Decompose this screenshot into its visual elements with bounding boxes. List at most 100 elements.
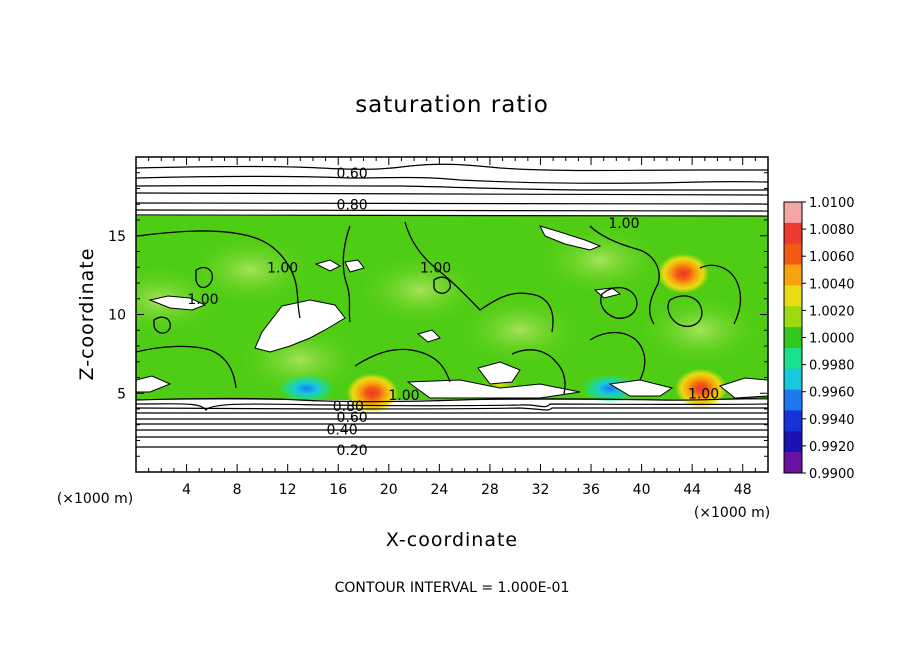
- contour-line: [404, 221, 554, 333]
- contour-line: [136, 397, 768, 403]
- cool-spot: [278, 374, 335, 403]
- contour-line: [342, 225, 351, 323]
- contour-line: [195, 266, 213, 289]
- y-tick-label: 5: [117, 386, 126, 402]
- upper-contours: [136, 163, 768, 217]
- contour-line: [433, 276, 451, 294]
- contour-line: [136, 163, 768, 172]
- colorbar-segment: [784, 389, 802, 411]
- contour-label: 0.80: [333, 399, 364, 415]
- field-variation: [460, 296, 580, 364]
- contour-line: [136, 192, 768, 196]
- colorbar-tick-label: 1.0000: [809, 332, 855, 347]
- x-tick-label: 20: [380, 482, 398, 498]
- y-tick-label: 10: [108, 308, 126, 324]
- colorbar-segment: [784, 327, 802, 349]
- masked-patch: [718, 377, 768, 399]
- contour-label: 0.80: [337, 197, 368, 213]
- x-tick-label: 48: [734, 482, 752, 498]
- masked-patch: [148, 295, 207, 311]
- warm-spot: [346, 373, 399, 414]
- colorbar-segment: [784, 264, 802, 286]
- colorbar-tick-label: 1.0060: [809, 250, 855, 265]
- x-tick-label: 28: [481, 482, 499, 498]
- colorbar-tick-label: 1.0020: [809, 304, 855, 319]
- contour-label: 0.40: [326, 422, 357, 438]
- contour-line: [136, 209, 768, 212]
- colorbar-segment: [784, 347, 802, 370]
- lower-contours: [136, 397, 768, 448]
- masked-patch: [314, 259, 342, 272]
- contour-line: [136, 345, 237, 389]
- x-tick-label: 36: [582, 482, 600, 498]
- contour-interval-note: CONTOUR INTERVAL = 1.000E-01: [335, 580, 570, 596]
- colorbar-segment: [784, 243, 802, 266]
- contour-line: [354, 348, 451, 383]
- colorbar-tick-label: 0.9980: [809, 359, 855, 374]
- contour-line: [667, 295, 703, 327]
- contour-line: [136, 230, 301, 319]
- y-unit-label: (×1000 m): [57, 491, 133, 507]
- colorbar: 1.0100 1.0080 1.0060 1.0040 1.0020 1.0000 0.99…: [783, 196, 855, 482]
- masked-patch: [539, 225, 602, 251]
- colorbar-segment: [784, 306, 802, 328]
- contour-label: 1.00: [688, 386, 719, 402]
- contour-line: [699, 264, 742, 325]
- masked-patches: [136, 225, 768, 399]
- colorbar-tick-label: 1.0040: [809, 277, 855, 292]
- warm-spot: [657, 253, 710, 294]
- colorbar-segment: [784, 431, 802, 453]
- y-tick-labels: 5 10 15: [108, 229, 126, 403]
- x-tick-label: 8: [233, 482, 242, 498]
- colorbar-tick-label: 1.0100: [809, 196, 855, 211]
- contour-line: [589, 225, 660, 325]
- contour-labels: 0.600.801.001.00 1.001.001.00 1.000.800.60…: [187, 166, 719, 459]
- x-tick-label: 16: [329, 482, 347, 498]
- y-axis-label: Z-coordinate: [76, 248, 98, 381]
- contour-label: 1.00: [187, 292, 218, 308]
- colorbar-segment: [784, 222, 802, 245]
- contour-label: 1.00: [608, 216, 639, 232]
- x-tick-label: 4: [182, 482, 191, 498]
- masked-patch: [254, 299, 346, 353]
- contour-line: [136, 407, 768, 411]
- inner-contours: [136, 221, 742, 395]
- x-tick-label: 24: [430, 482, 448, 498]
- x-tick-label: 40: [633, 482, 651, 498]
- colorbar-tick-label: 0.9900: [809, 467, 855, 482]
- contour-line: [136, 184, 768, 191]
- contour-line: [153, 316, 171, 334]
- x-tick-label: 44: [683, 482, 701, 498]
- colorbar-segment: [784, 452, 802, 474]
- field-variation: [640, 296, 760, 364]
- contour-label: 1.00: [420, 260, 451, 276]
- contour-line: [511, 349, 566, 395]
- field-variation: [190, 236, 310, 304]
- x-axis-label: X-coordinate: [386, 529, 518, 551]
- colorbar-segment: [784, 410, 802, 432]
- colorbar-segment: [784, 285, 802, 307]
- colorbar-tick-label: 0.9940: [809, 413, 855, 428]
- colorbar-tick-label: 0.9960: [809, 386, 855, 401]
- masked-patch: [406, 379, 581, 399]
- cool-spot: [582, 374, 638, 403]
- masked-patch: [416, 329, 441, 343]
- x-tick-label: 12: [279, 482, 297, 498]
- masked-patch: [344, 259, 365, 273]
- masked-patch: [477, 361, 521, 385]
- contour-line: [600, 287, 638, 319]
- contour-line: [589, 331, 646, 381]
- axis-ticks: [136, 157, 768, 472]
- chart-title: saturation ratio: [355, 92, 549, 118]
- y-tick-label: 15: [108, 229, 126, 245]
- contour-line: [136, 403, 768, 411]
- contour-line: [136, 175, 768, 184]
- contour-label: 1.00: [388, 388, 419, 404]
- x-tick-label: 32: [532, 482, 550, 498]
- colorbar-tick-label: 0.9920: [809, 440, 855, 455]
- heatmap-field: [136, 163, 768, 448]
- colorbar-tick-label: 1.0080: [809, 223, 855, 238]
- colorbar-segment: [784, 368, 802, 391]
- contour-label: 0.60: [337, 410, 368, 426]
